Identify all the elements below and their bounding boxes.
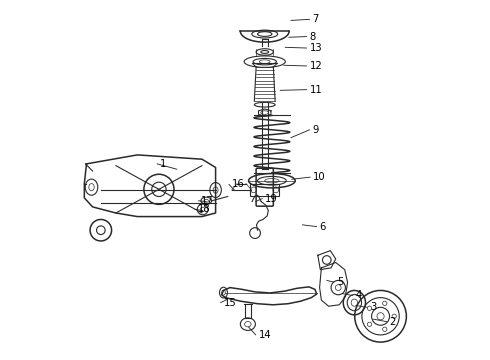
Text: 11: 11 (310, 85, 322, 95)
Text: 16: 16 (232, 179, 245, 189)
Text: 18: 18 (197, 204, 210, 215)
Text: 12: 12 (310, 61, 322, 71)
Text: 3: 3 (370, 302, 376, 312)
Text: 17: 17 (201, 196, 214, 206)
Text: 19: 19 (265, 194, 278, 204)
Text: 2: 2 (390, 317, 396, 327)
Text: 10: 10 (313, 172, 326, 182)
Bar (250, 184, 279, 196)
Text: 9: 9 (313, 125, 319, 135)
Text: 4: 4 (355, 291, 362, 301)
Text: 6: 6 (319, 222, 326, 231)
Text: 13: 13 (310, 43, 322, 53)
Text: 15: 15 (223, 298, 236, 308)
Text: 8: 8 (310, 32, 316, 41)
Text: 5: 5 (337, 277, 343, 287)
Text: 14: 14 (259, 330, 271, 340)
Text: 1: 1 (160, 159, 167, 169)
Text: 7: 7 (313, 14, 319, 24)
